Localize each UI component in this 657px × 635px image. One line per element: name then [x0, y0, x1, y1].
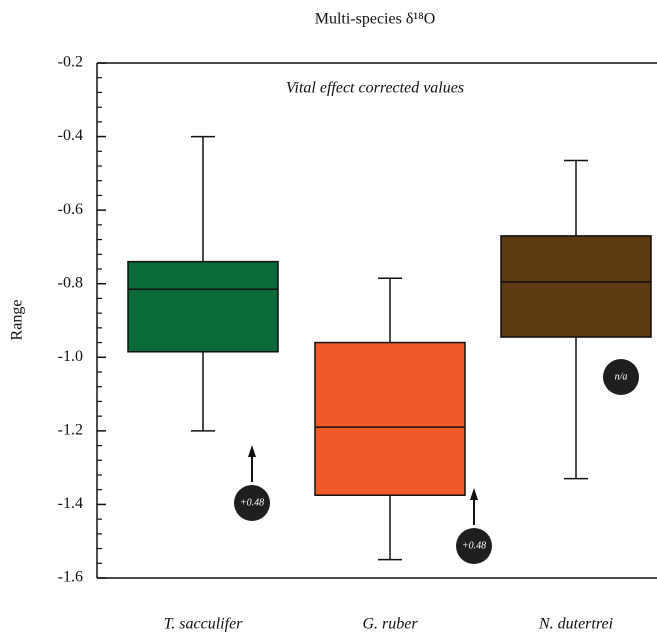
x-tick-label: N. dutertrei — [538, 616, 613, 633]
y-tick-label: -0.2 — [58, 54, 83, 71]
y-tick-label: -0.8 — [58, 274, 83, 291]
chart-title: Multi-species δ¹⁸O — [315, 11, 436, 28]
x-tick-label: G. ruber — [362, 616, 418, 633]
y-tick-label: -1.6 — [58, 569, 83, 586]
annotation-badge — [456, 528, 492, 564]
annotation-label: +0.48 — [462, 540, 486, 551]
y-axis-label: Range — [9, 300, 26, 341]
annotation-badge — [234, 485, 270, 521]
y-tick-label: -1.0 — [58, 348, 83, 365]
annotation-badge — [603, 359, 639, 395]
x-tick-label: T. sacculifer — [164, 616, 244, 633]
subtitle: Vital effect corrected values — [286, 80, 464, 97]
annotation-label: +0.48 — [240, 497, 264, 508]
y-tick-label: -0.6 — [58, 201, 83, 218]
box — [314, 341, 466, 496]
y-tick-label: -1.4 — [58, 495, 83, 512]
annotation-label: n/a — [615, 371, 628, 382]
box — [127, 260, 279, 353]
arrow-head — [248, 445, 256, 457]
y-tick-label: -1.2 — [58, 422, 83, 439]
box — [500, 235, 652, 338]
arrow-head — [470, 488, 478, 500]
y-tick-label: -0.4 — [58, 127, 83, 144]
